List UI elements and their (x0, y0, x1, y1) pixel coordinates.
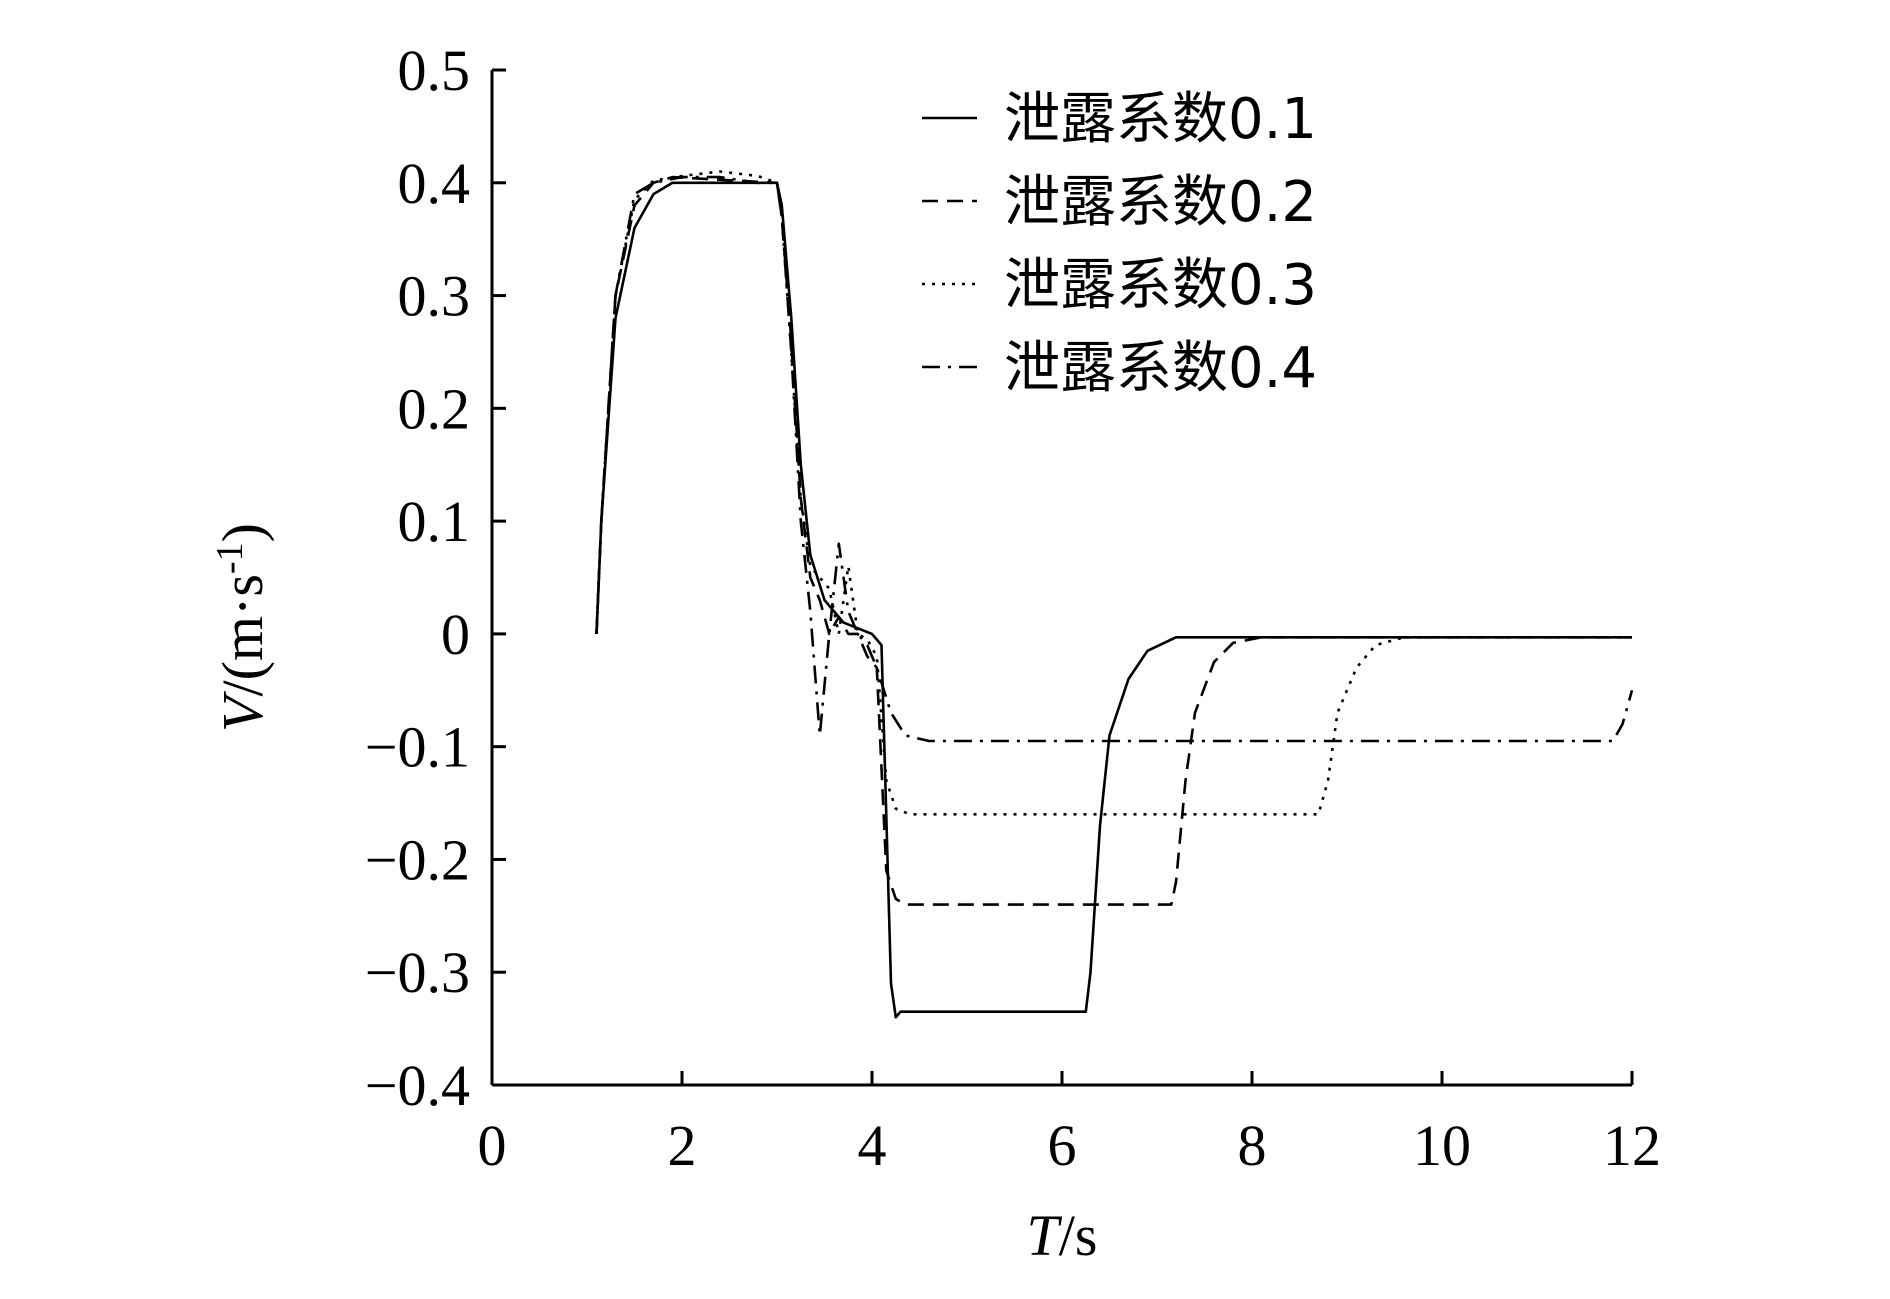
x-tick-label: 6 (1048, 1113, 1077, 1178)
legend-label-4: 泄露系数0.4 (1004, 336, 1317, 401)
x-axis-title: T/s (1027, 1203, 1098, 1268)
y-axis-unit: /(m·s (210, 574, 275, 696)
axes: 0.50.40.30.20.10−0.1−0.2−0.3−0.40 2 4 6 8 10 1… (365, 38, 1661, 1178)
y-tick-label: −0.2 (365, 827, 470, 892)
x-axis-variable: T (1027, 1203, 1063, 1268)
y-axis-unit-exponent: -1 (209, 542, 251, 574)
legend-label-1: 泄露系数0.1 (1004, 87, 1317, 152)
x-tick-label: 12 (1603, 1113, 1661, 1178)
y-tick-label: 0.2 (398, 376, 471, 441)
y-tick-label: 0.4 (398, 151, 471, 216)
series-line-2 (595, 175, 1632, 906)
x-tick-label: 8 (1238, 1113, 1267, 1178)
x-axis-unit: /s (1059, 1203, 1098, 1268)
legend: 泄露系数0.1 泄露系数0.2 泄露系数0.3 泄露系数0.4 (922, 87, 1317, 401)
y-tick-label: −0.3 (365, 940, 470, 1005)
y-tick-label: −0.1 (365, 715, 470, 780)
y-tick-label: 0.1 (398, 489, 471, 554)
legend-label-3: 泄露系数0.3 (1004, 253, 1317, 318)
x-tick-label: 10 (1413, 1113, 1471, 1178)
series-line-3 (595, 170, 1632, 816)
series-line-4 (595, 175, 1634, 743)
y-tick-label: 0 (441, 602, 470, 667)
x-tick-label: 4 (858, 1113, 887, 1178)
y-axis-unit-close: ) (210, 523, 275, 542)
x-tick-label: 0 (478, 1113, 507, 1178)
x-tick-label: 2 (668, 1113, 697, 1178)
y-tick-label: 0.3 (398, 264, 471, 329)
y-axis-title: V/(m·s-1) (209, 523, 275, 732)
legend-label-2: 泄露系数0.2 (1004, 170, 1317, 235)
y-axis-variable: V (210, 690, 275, 732)
y-tick-label: 0.5 (398, 38, 471, 103)
series-group (595, 170, 1634, 1019)
y-tick-label: −0.4 (365, 1053, 470, 1118)
